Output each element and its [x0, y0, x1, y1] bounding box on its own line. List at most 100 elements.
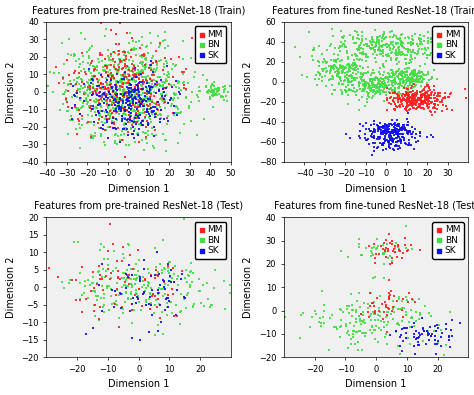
BN: [382, 34, 389, 41]
MM: [403, 248, 411, 254]
BN: [390, 308, 398, 315]
MM: [403, 92, 411, 98]
BN: [139, 274, 146, 280]
BN: [353, 319, 360, 325]
BN: [118, 84, 126, 90]
SK: [94, 102, 102, 109]
BN: [121, 115, 129, 121]
BN: [399, 40, 406, 47]
BN: [195, 288, 203, 294]
SK: [410, 320, 418, 326]
MM: [447, 90, 455, 96]
MM: [382, 248, 389, 254]
BN: [410, 49, 417, 55]
MM: [118, 84, 126, 90]
BN: [337, 78, 345, 85]
MM: [102, 86, 110, 92]
BN: [97, 71, 105, 77]
BN: [210, 87, 218, 94]
BN: [110, 87, 118, 94]
BN: [320, 302, 328, 308]
BN: [361, 88, 368, 94]
MM: [128, 60, 136, 67]
BN: [387, 56, 395, 63]
BN: [103, 70, 110, 76]
BN: [380, 69, 387, 75]
BN: [353, 53, 361, 59]
MM: [132, 119, 140, 125]
BN: [113, 84, 120, 90]
BN: [330, 58, 337, 64]
MM: [102, 273, 109, 280]
BN: [110, 88, 118, 95]
BN: [355, 79, 362, 85]
MM: [418, 98, 425, 104]
BN: [337, 317, 345, 324]
BN: [402, 85, 410, 91]
BN: [353, 56, 360, 62]
MM: [93, 281, 101, 287]
BN: [410, 67, 418, 73]
MM: [106, 221, 114, 227]
BN: [408, 33, 416, 39]
SK: [139, 118, 147, 124]
BN: [349, 88, 357, 94]
MM: [433, 98, 441, 105]
BN: [433, 76, 440, 82]
BN: [123, 98, 131, 104]
MM: [390, 106, 397, 112]
BN: [133, 275, 140, 281]
BN: [378, 43, 386, 49]
BN: [368, 79, 376, 85]
BN: [384, 309, 392, 315]
MM: [418, 93, 426, 100]
SK: [382, 128, 390, 134]
SK: [376, 126, 384, 132]
BN: [153, 104, 160, 111]
BN: [204, 88, 212, 94]
SK: [389, 139, 397, 145]
SK: [113, 108, 120, 114]
BN: [135, 298, 143, 305]
BN: [180, 79, 188, 85]
MM: [409, 99, 416, 105]
BN: [352, 67, 360, 73]
SK: [394, 146, 401, 152]
BN: [150, 88, 157, 95]
MM: [161, 55, 169, 61]
SK: [146, 89, 153, 96]
BN: [357, 75, 365, 82]
BN: [410, 73, 418, 79]
BN: [210, 79, 218, 85]
SK: [156, 116, 164, 122]
MM: [401, 235, 409, 241]
MM: [138, 97, 146, 103]
BN: [435, 55, 443, 62]
BN: [123, 275, 130, 281]
SK: [384, 124, 392, 130]
SK: [391, 127, 398, 133]
SK: [431, 323, 438, 329]
BN: [335, 72, 342, 78]
BN: [91, 68, 98, 74]
BN: [340, 41, 347, 47]
BN: [103, 99, 110, 105]
BN: [148, 55, 156, 62]
BN: [374, 81, 382, 87]
SK: [396, 135, 404, 142]
BN: [428, 312, 435, 319]
SK: [96, 282, 103, 288]
SK: [374, 134, 382, 141]
BN: [164, 43, 172, 49]
BN: [151, 69, 159, 75]
MM: [385, 290, 392, 296]
SK: [416, 133, 423, 139]
BN: [344, 54, 352, 60]
BN: [388, 67, 395, 73]
BN: [395, 66, 402, 72]
BN: [105, 307, 112, 313]
SK: [378, 141, 385, 148]
BN: [91, 133, 98, 139]
MM: [424, 92, 432, 98]
BN: [118, 81, 126, 87]
